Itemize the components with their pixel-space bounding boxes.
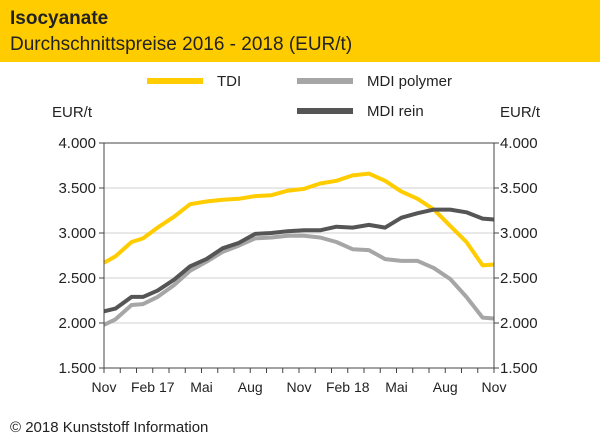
x-axis: Nov Feb 17 Mai Aug Nov Feb 18 Mai Aug Nov — [92, 368, 507, 395]
y-tick-label-right: 2.500 — [500, 270, 538, 287]
legend: TDI MDI polymer MDI rein — [147, 73, 452, 120]
y-tick-label-right: 3.500 — [500, 180, 538, 197]
y-tick-label-left: 2.000 — [58, 315, 96, 332]
legend-label-tdi: TDI — [217, 73, 241, 90]
y-axis-label-right: EUR/t — [500, 104, 541, 121]
x-tick-label: Aug — [238, 379, 263, 395]
y-axis-label-left: EUR/t — [52, 104, 93, 121]
y-tick-label-left: 3.000 — [58, 225, 96, 242]
chart-subtitle: Durchschnittspreise 2016 - 2018 (EUR/t) — [10, 34, 352, 55]
plot-border — [103, 142, 495, 369]
y-tick-label-left: 2.500 — [58, 270, 96, 287]
series-lines — [103, 171, 495, 327]
series-line-tdi — [103, 171, 495, 268]
y-tick-label-right: 1.500 — [500, 360, 538, 377]
y-tick-label-right: 2.000 — [500, 315, 538, 332]
legend-label-mdi-polymer: MDI polymer — [367, 73, 452, 90]
y-tick-label-left: 4.000 — [58, 135, 96, 152]
x-tick-label: Aug — [433, 379, 458, 395]
x-tick-label: Nov — [92, 379, 117, 395]
chart-title: Isocyanate — [10, 8, 108, 29]
legend-label-mdi-rein: MDI rein — [367, 103, 424, 120]
y-axis-left: 1.500 2.000 2.500 3.000 3.500 4.000 — [58, 135, 104, 377]
x-tick-label: Feb 18 — [326, 379, 370, 395]
x-tick-label: Nov — [287, 379, 312, 395]
series-line-mdi-rein — [103, 207, 495, 314]
x-tick-label: Feb 17 — [131, 379, 175, 395]
y-tick-label-right: 3.000 — [500, 225, 538, 242]
copyright-footer: © 2018 Kunststoff Information — [10, 419, 208, 436]
header-background — [0, 0, 600, 62]
x-tick-label: Mai — [385, 379, 408, 395]
x-tick-label: Nov — [482, 379, 507, 395]
y-tick-label-left: 1.500 — [58, 360, 96, 377]
y-tick-label-right: 4.000 — [500, 135, 538, 152]
y-tick-label-left: 3.500 — [58, 180, 96, 197]
x-tick-label: Mai — [190, 379, 213, 395]
series-line-mdi-polymer — [103, 233, 495, 327]
y-axis-right: 1.500 2.000 2.500 3.000 3.500 4.000 — [494, 135, 538, 377]
